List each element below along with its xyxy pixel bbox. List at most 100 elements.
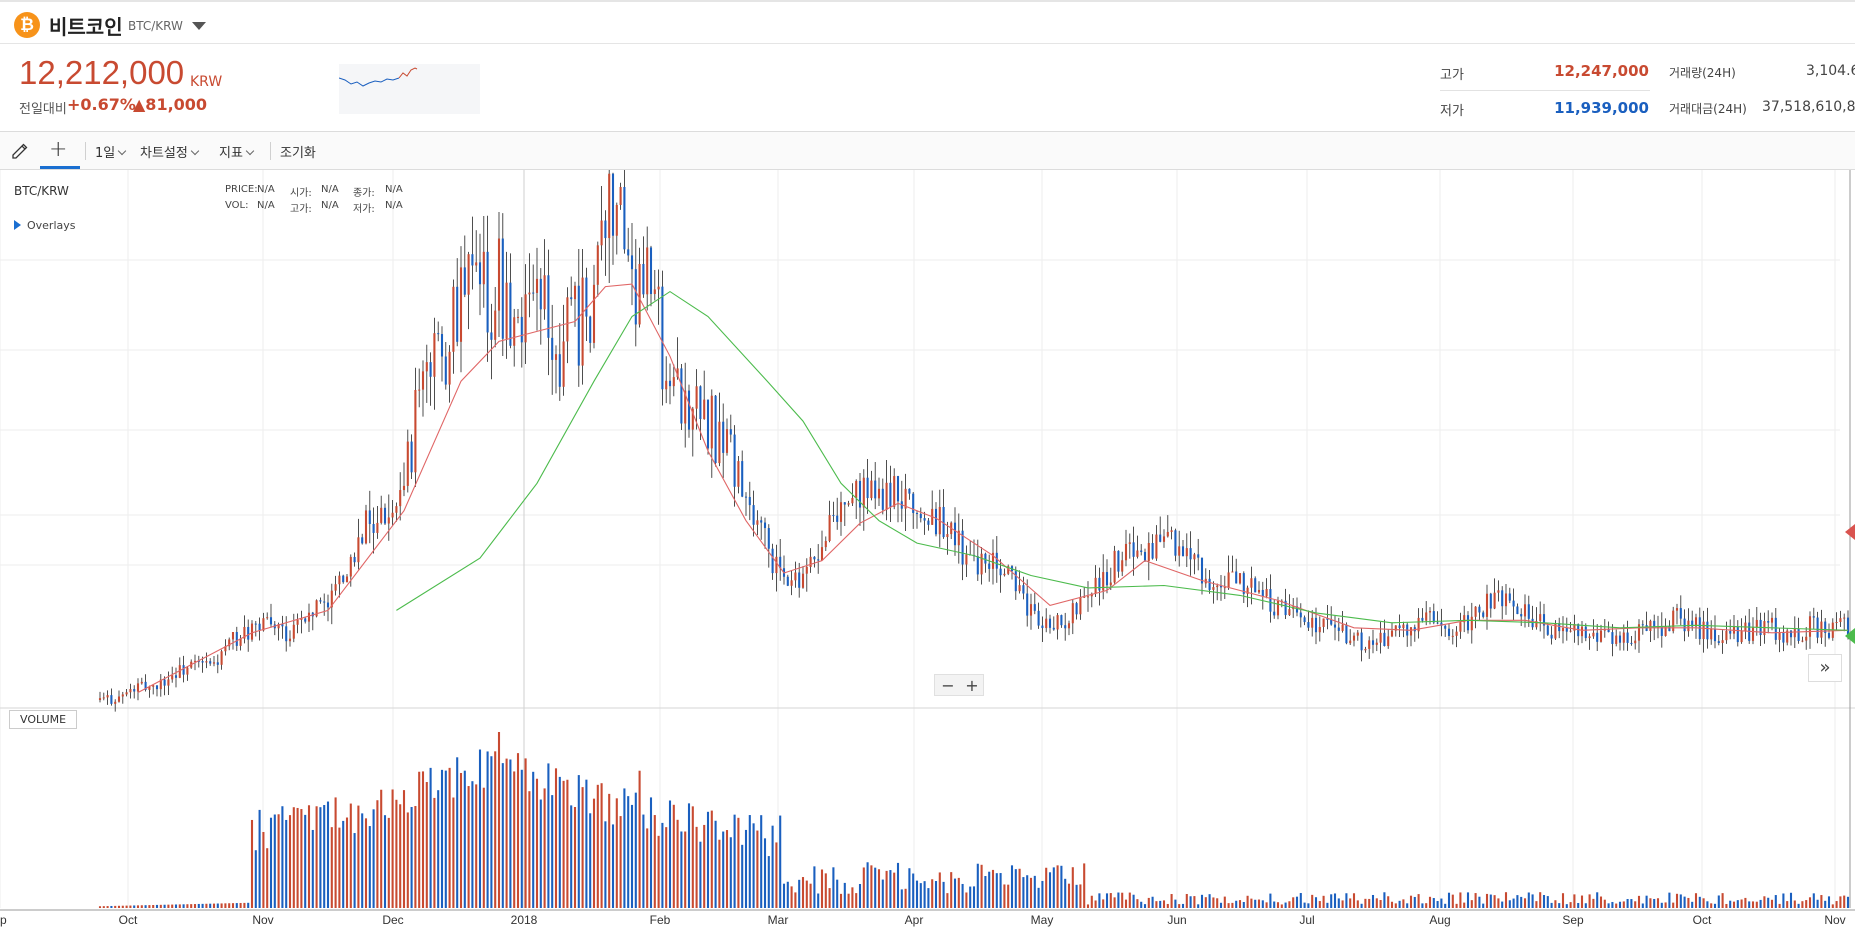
- volume-bar: [216, 903, 219, 908]
- candle-body: [459, 267, 463, 342]
- candle-body: [710, 395, 713, 449]
- chart-settings-dropdown[interactable]: 차트설정: [140, 142, 200, 161]
- candle-body: [1649, 620, 1652, 631]
- candle-body: [1360, 632, 1363, 651]
- candle-body: [1797, 628, 1800, 641]
- volume-bar: [824, 873, 827, 908]
- volume-bar: [136, 905, 140, 908]
- volume-bar: [1086, 904, 1090, 908]
- interval-dropdown[interactable]: 1일: [95, 142, 127, 161]
- price-chart[interactable]: ep Oct Nov Dec 2018 Feb Mar Apr May Jun Jul Aug Sep O…: [0, 170, 1855, 936]
- crosshair-icon[interactable]: +: [49, 137, 68, 162]
- volume-bar: [357, 805, 360, 908]
- sparkline-line-up: [398, 67, 418, 79]
- bitcoin-logo-icon: ₿: [14, 12, 40, 38]
- volume-bar: [1303, 902, 1306, 908]
- volume-bar: [790, 886, 793, 908]
- volume-bar: [281, 806, 284, 908]
- candle-body: [1273, 611, 1276, 616]
- volume-bar: [1672, 902, 1675, 908]
- x-tick-label: ep: [0, 913, 7, 927]
- volume-bar: [1839, 896, 1842, 908]
- candle-body: [353, 556, 356, 563]
- candle-body: [851, 497, 854, 504]
- volume-bar: [410, 806, 413, 908]
- candle-body: [1117, 550, 1120, 572]
- candle-body: [1493, 592, 1496, 609]
- volume-bar: [1763, 896, 1766, 908]
- candle-body: [915, 513, 919, 515]
- volume-bar: [1162, 900, 1166, 908]
- volume-bar: [1398, 900, 1401, 908]
- volume-bar: [1368, 898, 1371, 908]
- current-price: 12,212,000: [19, 54, 185, 91]
- volume-bar: [98, 906, 102, 908]
- candle-body: [976, 556, 979, 575]
- volume-bar: [980, 864, 983, 908]
- volume-bar: [1060, 865, 1063, 908]
- volume-bar: [1698, 896, 1701, 908]
- candle-body: [1827, 632, 1831, 638]
- coin-select-caret-icon[interactable]: [192, 22, 206, 30]
- candle-body: [1189, 548, 1192, 560]
- volume-bar: [1280, 904, 1283, 908]
- volume-bar: [1816, 899, 1819, 908]
- zoom-in-button[interactable]: +: [965, 676, 979, 695]
- candle-body: [1193, 554, 1196, 560]
- volume-bar: [1808, 897, 1812, 908]
- candle-body: [653, 289, 656, 295]
- candle-body: [437, 333, 440, 335]
- volume-bar: [676, 819, 679, 908]
- volume-bar: [1432, 898, 1435, 908]
- volume-panel-label[interactable]: VOLUME: [9, 710, 78, 729]
- volume-bar: [296, 807, 299, 908]
- overlays-toggle[interactable]: Overlays: [14, 219, 76, 232]
- volume-bar: [1185, 893, 1188, 908]
- volume-bar: [710, 810, 713, 908]
- candle-body: [1725, 630, 1728, 641]
- candle-body: [513, 317, 516, 346]
- candle-body: [1539, 614, 1542, 621]
- zoom-out-button[interactable]: −: [941, 676, 955, 695]
- chevron-down-icon: [245, 146, 255, 156]
- candle-body: [178, 665, 181, 678]
- volume-bar: [1238, 900, 1242, 908]
- candle-body: [725, 429, 729, 453]
- candle-body: [1603, 629, 1606, 631]
- volume-bar: [665, 827, 668, 908]
- scroll-right-button[interactable]: »: [1808, 654, 1842, 682]
- volume-bar: [600, 783, 603, 908]
- price-unit: KRW: [190, 74, 223, 90]
- candle-body: [1390, 630, 1394, 637]
- candle-body: [1843, 617, 1846, 619]
- volume-bar: [786, 881, 789, 908]
- volume-bar: [1425, 903, 1428, 908]
- volume-bar: [1052, 867, 1055, 908]
- candle-body: [448, 351, 451, 385]
- candle-body: [1143, 551, 1147, 561]
- candle-body: [1246, 587, 1249, 594]
- volume-bar: [1831, 904, 1834, 908]
- volume-bar: [1075, 884, 1078, 908]
- candle-body: [1656, 626, 1660, 629]
- volume-bar: [885, 870, 888, 908]
- volume-bar: [896, 862, 900, 908]
- volume-bar: [429, 767, 432, 908]
- candle-body: [486, 251, 489, 333]
- volume-bar: [1641, 903, 1644, 908]
- candle-body: [1113, 550, 1116, 583]
- indicators-dropdown[interactable]: 지표: [219, 142, 255, 161]
- volume-bar: [1193, 896, 1196, 908]
- candle-body: [665, 380, 668, 390]
- pencil-icon[interactable]: [10, 141, 28, 163]
- volume-bar: [1204, 897, 1207, 908]
- candle-body: [342, 575, 345, 583]
- volume-bar: [1200, 894, 1204, 908]
- candle-body: [319, 600, 322, 602]
- reset-button[interactable]: 조기화: [280, 146, 316, 161]
- x-tick-label: Jul: [1299, 913, 1314, 927]
- candle-body: [1121, 560, 1124, 572]
- candle-body: [1599, 630, 1603, 642]
- volume-bar: [300, 809, 303, 908]
- volume-bar: [1288, 901, 1291, 908]
